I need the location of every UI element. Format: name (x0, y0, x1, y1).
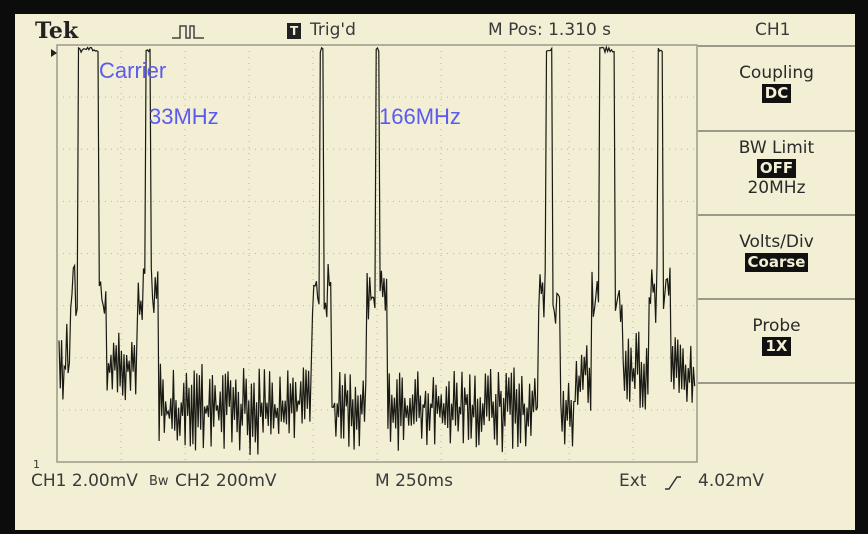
timebase: M 250ms (375, 471, 453, 491)
menu-value: DC (761, 84, 792, 103)
annotation: 33MHz (149, 104, 219, 129)
menu-item[interactable]: Coupling DC (698, 45, 855, 146)
menu-item[interactable]: BW Limit OFF 20MHz (698, 130, 855, 220)
menu-label: Probe (752, 316, 801, 336)
position: M Pos: 1.310 s (488, 20, 612, 40)
trigger-level: 4.02mV (698, 471, 765, 491)
ch1-scale: CH1 2.00mV (31, 471, 138, 491)
menu-label: Coupling (739, 63, 814, 83)
menu-item[interactable]: Probe 1X (698, 298, 855, 382)
channel-marker: 1 (33, 458, 40, 471)
menu-item[interactable]: Volts/Div Coarse (698, 214, 855, 298)
annotation: Carrier (99, 58, 167, 83)
menu-option: 20MHz (747, 178, 806, 198)
graticule (51, 44, 698, 463)
channel: CH1 (755, 20, 791, 40)
menu-value: Coarse (744, 253, 809, 272)
menu-label: Volts/Div (739, 232, 814, 252)
menu-value: OFF (756, 159, 797, 178)
menu-value: 1X (762, 337, 791, 356)
signal-trace (58, 45, 696, 456)
trigger-status: Trig'd (310, 20, 356, 40)
slope-icon (665, 476, 681, 490)
trigger-source: Ext (619, 471, 647, 491)
annotation: 166MHz (379, 104, 461, 129)
bw-indicator: Bw (149, 474, 169, 489)
scope-screen: Tek T Trig'd M Pos: 1.310 s CH1 Carrier … (15, 14, 855, 530)
ch2-scale: CH2 200mV (175, 471, 277, 491)
trigger-marker (51, 49, 57, 57)
pulse-icon (172, 25, 204, 39)
menu-item (698, 382, 855, 464)
trigger-icon: T (287, 23, 302, 39)
menu-label: BW Limit (738, 138, 815, 158)
brand: Tek (35, 18, 79, 44)
